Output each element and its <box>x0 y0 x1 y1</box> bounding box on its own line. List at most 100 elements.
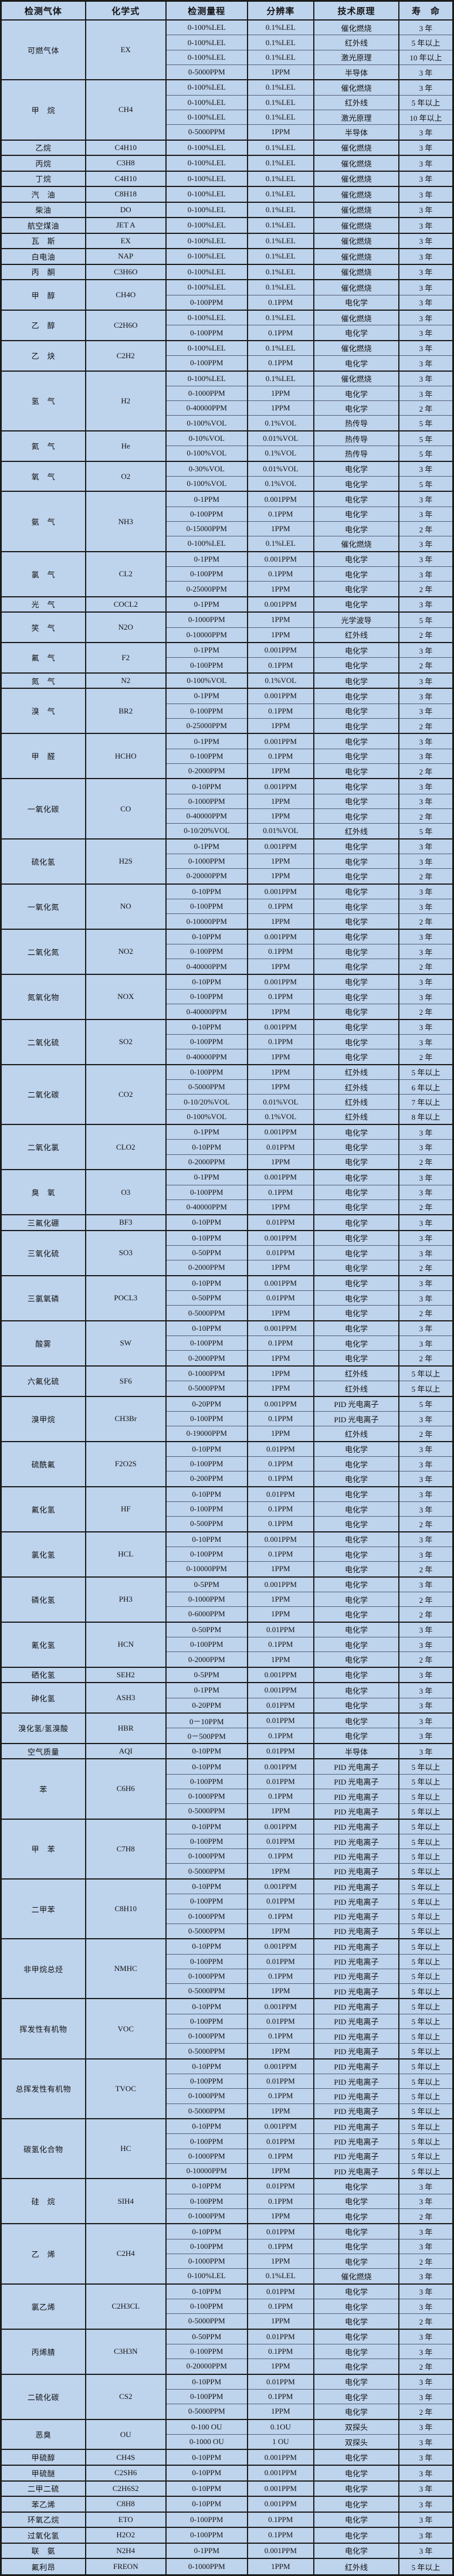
principle-cell: PID 光电离子 <box>313 1395 399 1412</box>
table-row: 0-2000PPM 1PPM 电化学 2 年 <box>1 1154 454 1170</box>
table-row: 氧 气 O2 0-30%VOL 0.01%VOL 电化学 3 年 <box>0 460 454 492</box>
range-cell: 0-5000PPM <box>165 2313 248 2330</box>
resolution-cell: 0.01PPM <box>246 1894 315 1909</box>
resolution-cell: 0.01%VOL <box>246 430 315 447</box>
resolution-cell: 0.1PPM <box>246 294 315 311</box>
formula-cell: SIH4 <box>84 2178 167 2224</box>
formula-cell: CO2 <box>84 1063 167 1125</box>
table-row: 0-25000PPM 1PPM 电化学 2 年 <box>1 581 454 597</box>
resolution-cell: 0.001PPM <box>246 1576 315 1593</box>
lifespan-cell: 3 年 <box>398 201 454 218</box>
gas-name-cell: 氟化氢 <box>0 1486 86 1532</box>
principle-cell: 红外线 <box>313 1426 399 1442</box>
lifespan-cell: 3 年 <box>398 139 454 156</box>
table-row: 0-100PPM 0.01PPM PID 光电离子 5 年以上 <box>1 2074 454 2089</box>
principle-cell: 电化学 <box>313 899 399 915</box>
range-cell: 0-100%LEL <box>165 49 248 65</box>
resolution-cell: 0.01PPM <box>246 2328 315 2345</box>
table-row: 0-100PPM 0.1PPM 电化学 3 年 <box>1 506 454 522</box>
range-cell: 0-2000PPM <box>165 1350 248 1367</box>
range-cell: 0-100PPM <box>165 2074 248 2089</box>
principle-cell: 电化学 <box>313 2313 399 2330</box>
formula-cell: CL2 <box>84 550 167 597</box>
range-cell: 0-25000PPM <box>165 581 248 597</box>
lifespan-cell: 2 年 <box>398 1606 454 1623</box>
formula-cell: N2 <box>84 672 167 689</box>
principle-cell: PID 光电离子 <box>313 1938 399 1955</box>
table-row: 硅 烷 SIH4 0-10PPM 0.01PPM 电化学 3 年 <box>0 2178 454 2224</box>
gas-name-cell: 联 氨 <box>0 2542 86 2559</box>
table-row: 0-5000PPM 1PPM 电化学 2 年 <box>1 2404 454 2420</box>
resolution-cell: 0.1PPM <box>246 1547 315 1562</box>
lifespan-cell: 5 年以上 <box>398 1758 454 1775</box>
range-cell: 0-100%LEL <box>165 217 248 234</box>
resolution-cell: 0.1PPM <box>246 2298 315 2315</box>
range-cell: 0-100%LEL <box>165 263 248 280</box>
lifespan-cell: 3 年 <box>398 899 454 915</box>
principle-cell: 电化学 <box>313 868 399 885</box>
principle-cell: 电化学 <box>313 1486 399 1502</box>
principle-cell: 电化学 <box>313 1576 399 1593</box>
range-cell: 0-1PPM <box>165 642 248 658</box>
range-cell: 0-10000PPM <box>165 913 248 930</box>
table-row: 0-5000PPM 1PPM PID 光电离子 5 年以上 <box>1 1863 454 1880</box>
principle-cell: 电化学 <box>313 1154 399 1170</box>
range-cell: 0-1000PPM <box>165 793 248 810</box>
range-cell: 0-1000PPM <box>165 854 248 869</box>
range-cell: 0-100%LEL <box>165 79 248 96</box>
principle-cell: 电化学 <box>313 2373 399 2390</box>
range-cell: 0-5000PPM <box>165 124 248 141</box>
principle-cell: 红外线 <box>313 1381 399 1397</box>
table-row: 氯乙烯 C2H3CL 0-10PPM 0.01PPM 电化学 3 年 <box>0 2283 454 2330</box>
table-row: 氮氧化物 NOX 0-10PPM 0.001PPM 电化学 3 年 <box>0 973 454 1020</box>
principle-cell: 催化燃烧 <box>313 339 399 356</box>
table-row: 溴 气 BR2 0-1PPM 0.001PPM 电化学 3 年 <box>0 688 454 734</box>
lifespan-cell: 3 年 <box>398 2418 454 2435</box>
range-cell: 0-50PPM <box>165 2328 248 2345</box>
resolution-cell: 0.01PPM <box>246 1953 315 1969</box>
range-cell: 0-1PPM <box>165 550 248 567</box>
principle-cell: PID 光电离子 <box>313 1833 399 1850</box>
range-cell: 0-10PPM <box>165 1818 248 1834</box>
lifespan-cell: 3 年 <box>398 325 454 341</box>
table-row: 瓦 斯 EX 0-100%LEL 0.1%LEL 催化燃烧 3 年 <box>0 232 454 249</box>
lifespan-cell: 2 年 <box>398 763 454 779</box>
lifespan-cell: 3 年 <box>398 385 454 402</box>
resolution-cell: 0.001PPM <box>246 1124 315 1140</box>
resolution-cell: 1PPM <box>246 1803 315 1820</box>
formula-cell: BF3 <box>84 1214 167 1231</box>
table-row: 0-6000PPM 1PPM 电化学 2 年 <box>1 1606 454 1623</box>
range-cell: 0-19000PPM <box>165 1426 248 1442</box>
lifespan-cell: 2 年 <box>398 718 454 734</box>
range-cell: 0-10PPM <box>165 1486 248 1502</box>
lifespan-cell: 3 年 <box>398 2178 454 2194</box>
table-row: 0-100%VOL 0.1%VOL 电化学 5 年 <box>1 476 454 492</box>
lifespan-cell: 3 年 <box>398 232 454 249</box>
principle-cell: 电化学 <box>313 1229 399 1246</box>
principle-cell: 电化学 <box>313 733 399 749</box>
lifespan-cell: 3 年 <box>398 1320 454 1337</box>
table-row: 0-20000PPM 1PPM 电化学 2 年 <box>1 868 454 885</box>
resolution-cell: 0.1PPM <box>246 657 315 674</box>
principle-cell: 催化燃烧 <box>313 263 399 280</box>
table-row: 0-1000PPM 0.1PPM PID 光电离子 5 年以上 <box>1 1848 454 1864</box>
formula-cell: DO <box>84 201 167 218</box>
principle-cell: 电化学 <box>313 1440 399 1457</box>
table-row: 0-100PPM 0.1PPM 电化学 3 年 <box>1 1547 454 1562</box>
resolution-cell: 0.001PPM <box>246 928 315 945</box>
range-cell: 0-500PPM <box>165 1516 248 1532</box>
principle-cell: 红外线 <box>313 1063 399 1080</box>
table-row: 二甲苯 C8H10 0-10PPM 0.001PPM PID 光电离子 5 年以上 <box>0 1878 454 1939</box>
gas-name-cell: 三氯氧磷 <box>0 1275 86 1321</box>
resolution-cell: 0.01%VOL <box>246 460 315 477</box>
table-row: 氢 气 H2 0-100%LEL 0.1%LEL 催化燃烧 3 年 <box>0 370 454 431</box>
range-cell: 0-100%LEL <box>165 248 248 265</box>
lifespan-cell: 3 年 <box>398 1666 454 1683</box>
formula-cell: C4H10 <box>84 139 167 156</box>
lifespan-cell: 3 年 <box>398 1742 454 1759</box>
principle-cell: 电化学 <box>313 1651 399 1668</box>
resolution-cell: 0.1PPM <box>246 1034 315 1050</box>
lifespan-cell: 3 年 <box>398 2193 454 2209</box>
principle-cell: 电化学 <box>313 1124 399 1140</box>
gas-name-cell: 空气质量 <box>0 1742 86 1759</box>
